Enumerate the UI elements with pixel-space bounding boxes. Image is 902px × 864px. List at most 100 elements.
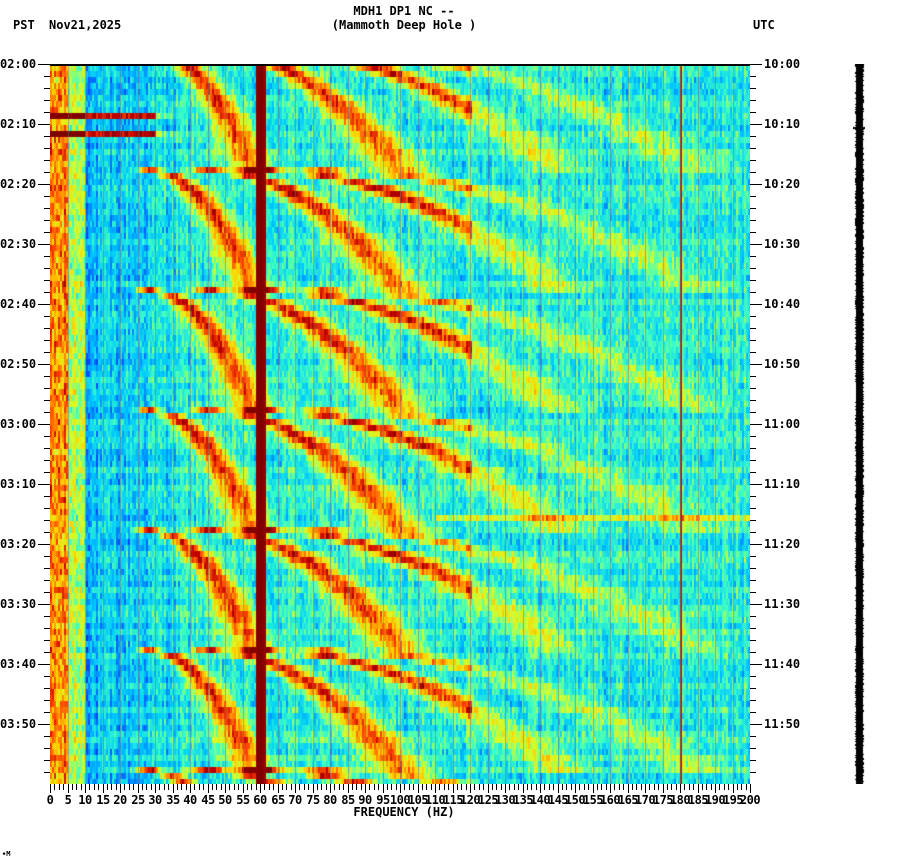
x-tick-label: 175 bbox=[652, 793, 674, 807]
x-tick-label: 85 bbox=[341, 793, 355, 807]
y-tick-right bbox=[750, 592, 756, 593]
x-axis-title: FREQUENCY (HZ) bbox=[353, 805, 455, 819]
x-tick bbox=[466, 784, 467, 790]
y-tick-right bbox=[750, 760, 756, 761]
x-tick bbox=[649, 784, 650, 790]
x-tick bbox=[579, 784, 580, 790]
y-tick-left bbox=[44, 76, 50, 77]
y-tick-label-left: 02:10 bbox=[0, 117, 37, 131]
y-tick-right bbox=[750, 568, 756, 569]
y-tick-left bbox=[44, 496, 50, 497]
y-tick-right bbox=[750, 268, 756, 269]
y-tick-left bbox=[44, 676, 50, 677]
x-tick bbox=[593, 784, 594, 793]
x-tick bbox=[474, 784, 475, 790]
chart-title-site: (Mammoth Deep Hole ) bbox=[331, 18, 477, 32]
y-tick-right bbox=[750, 520, 756, 521]
y-tick-right bbox=[750, 484, 762, 485]
y-tick-left bbox=[44, 256, 50, 257]
x-tick-label: 75 bbox=[306, 793, 320, 807]
x-tick-label: 90 bbox=[358, 793, 372, 807]
x-tick bbox=[225, 784, 226, 793]
x-tick bbox=[269, 784, 270, 790]
x-tick bbox=[291, 784, 292, 790]
x-tick bbox=[733, 784, 734, 793]
x-tick bbox=[94, 784, 95, 790]
y-tick-right bbox=[750, 712, 756, 713]
x-tick bbox=[523, 784, 524, 793]
y-tick-label-right: 10:30 bbox=[764, 237, 801, 251]
x-tick bbox=[431, 784, 432, 790]
x-tick bbox=[334, 784, 335, 790]
y-tick-right bbox=[750, 628, 756, 629]
y-tick-label-right: 11:20 bbox=[764, 537, 801, 551]
x-tick-label: 150 bbox=[564, 793, 586, 807]
y-tick-label-right: 10:00 bbox=[764, 57, 801, 71]
x-tick bbox=[435, 784, 436, 793]
x-tick bbox=[750, 784, 751, 793]
y-tick-left bbox=[44, 568, 50, 569]
x-tick-label: 120 bbox=[459, 793, 481, 807]
x-tick-label: 160 bbox=[599, 793, 621, 807]
x-tick bbox=[168, 784, 169, 790]
y-tick-right bbox=[750, 448, 756, 449]
y-tick-right bbox=[750, 496, 756, 497]
x-tick bbox=[216, 784, 217, 790]
y-tick-right bbox=[750, 688, 756, 689]
x-tick bbox=[448, 784, 449, 790]
y-tick-label-right: 10:50 bbox=[764, 357, 801, 371]
y-tick-left bbox=[44, 640, 50, 641]
y-tick-left bbox=[38, 64, 50, 65]
x-tick bbox=[308, 784, 309, 790]
y-tick-left bbox=[44, 160, 50, 161]
y-tick-label-left: 02:20 bbox=[0, 177, 37, 191]
x-tick-label: 45 bbox=[201, 793, 215, 807]
x-tick bbox=[164, 784, 165, 790]
x-tick bbox=[273, 784, 274, 790]
x-tick bbox=[181, 784, 182, 790]
y-tick-right bbox=[750, 112, 756, 113]
y-tick-left bbox=[38, 604, 50, 605]
y-tick-left bbox=[44, 232, 50, 233]
x-tick bbox=[453, 784, 454, 793]
x-tick bbox=[243, 784, 244, 793]
y-tick-left bbox=[38, 124, 50, 125]
x-tick bbox=[601, 784, 602, 790]
x-tick-label: 25 bbox=[131, 793, 145, 807]
x-tick bbox=[658, 784, 659, 790]
y-tick-left bbox=[44, 100, 50, 101]
x-tick-label: 50 bbox=[218, 793, 232, 807]
left-timezone-label: PST bbox=[13, 18, 35, 32]
date-label: Nov21,2025 bbox=[49, 18, 122, 32]
y-tick-right bbox=[750, 76, 756, 77]
y-tick-left bbox=[44, 436, 50, 437]
x-tick bbox=[575, 784, 576, 793]
y-tick-left bbox=[44, 760, 50, 761]
y-tick-label-left: 03:50 bbox=[0, 717, 37, 731]
y-tick-label-right: 11:40 bbox=[764, 657, 801, 671]
y-tick-right bbox=[750, 232, 756, 233]
y-tick-right bbox=[750, 556, 756, 557]
y-tick-left bbox=[38, 664, 50, 665]
x-tick bbox=[81, 784, 82, 790]
x-tick bbox=[492, 784, 493, 790]
y-tick-left bbox=[44, 592, 50, 593]
x-tick bbox=[247, 784, 248, 790]
x-tick bbox=[146, 784, 147, 790]
plot-frame bbox=[50, 64, 750, 784]
x-tick bbox=[391, 784, 392, 790]
x-tick bbox=[413, 784, 414, 790]
y-tick-left bbox=[44, 340, 50, 341]
y-tick-left bbox=[44, 688, 50, 689]
y-tick-right bbox=[750, 244, 762, 245]
y-tick-label-left: 02:40 bbox=[0, 297, 37, 311]
y-tick-left bbox=[44, 460, 50, 461]
x-tick bbox=[439, 784, 440, 790]
x-tick bbox=[518, 784, 519, 790]
y-tick-right bbox=[750, 196, 756, 197]
x-tick bbox=[203, 784, 204, 790]
y-tick-right bbox=[750, 724, 762, 725]
y-tick-right bbox=[750, 412, 756, 413]
y-tick-left bbox=[44, 268, 50, 269]
x-tick bbox=[684, 784, 685, 790]
